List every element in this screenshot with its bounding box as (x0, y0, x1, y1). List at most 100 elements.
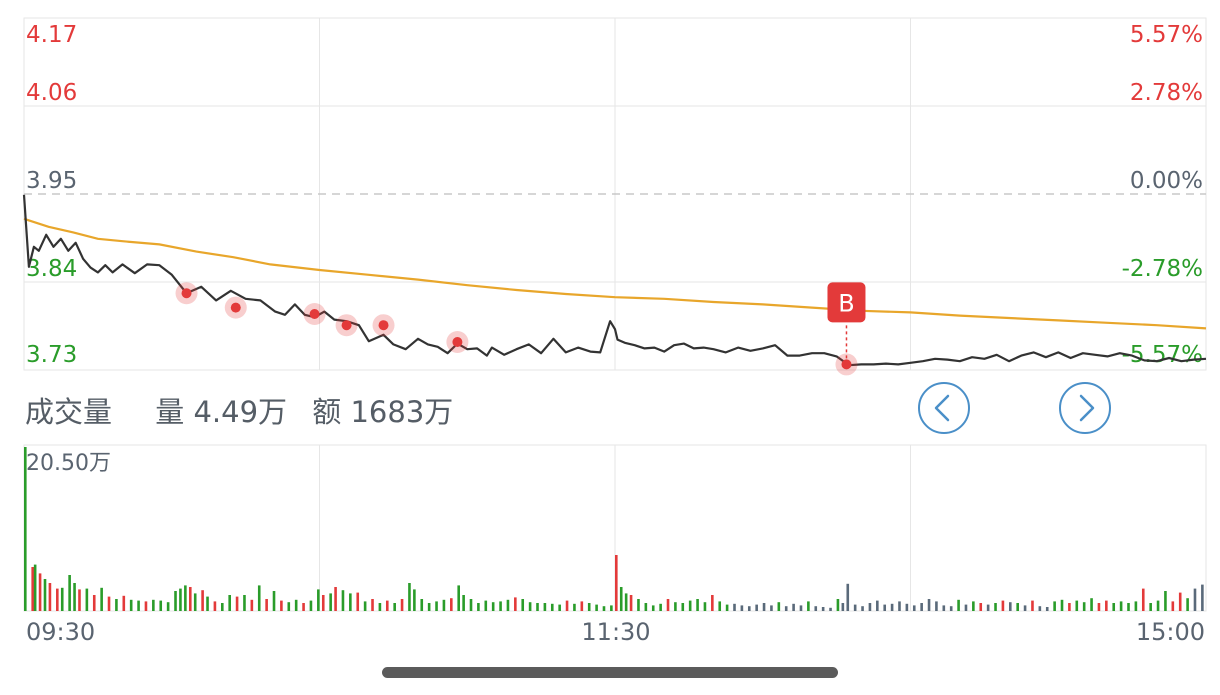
volume-value: 量 4.49万 (155, 395, 288, 429)
volume-bar (265, 599, 268, 611)
volume-bar (1068, 603, 1071, 611)
volume-bar (201, 590, 204, 611)
volume-bar (450, 598, 453, 611)
volume-bar (784, 606, 788, 611)
volume-bar (762, 603, 766, 611)
volume-bar (821, 607, 825, 611)
volume-bar (213, 601, 217, 611)
trade-marker-dot (452, 337, 463, 347)
volume-bar (491, 602, 495, 611)
volume-bar (615, 555, 618, 611)
volume-bar (129, 599, 133, 611)
volume-bar (427, 603, 431, 611)
volume-bar (595, 604, 598, 611)
volume-bar (477, 603, 480, 611)
volume-bar (957, 599, 960, 611)
volume-bar (302, 603, 305, 611)
volume-max-label: 20.50万 (26, 451, 111, 476)
volume-bar (144, 601, 148, 611)
volume-bar (33, 564, 37, 611)
volume-bar (1016, 603, 1019, 611)
volume-bar (1127, 603, 1130, 611)
volume-bar (179, 588, 182, 611)
volume-bar (1090, 598, 1093, 611)
volume-bar (580, 601, 584, 611)
volume-bar (740, 605, 744, 611)
volume-bar (949, 606, 953, 611)
volume-bar (841, 603, 845, 611)
next-button[interactable] (1059, 382, 1111, 434)
trade-marker-dot (230, 302, 241, 313)
volume-bar (558, 604, 561, 611)
volume-bar (174, 591, 177, 611)
volume-bar (543, 603, 547, 611)
price-axis-label-right: -5.57% (1122, 342, 1203, 368)
volume-bar (329, 593, 332, 611)
volume-bar (317, 589, 320, 611)
volume-bar (371, 599, 374, 611)
volume-bar (250, 599, 254, 611)
volume-bar (408, 583, 411, 611)
volume-bar (1164, 591, 1167, 611)
volume-bar (235, 596, 239, 611)
volume-bar (152, 599, 155, 611)
volume-bar (629, 595, 633, 611)
price-axis-label-right: 5.57% (1130, 22, 1203, 48)
home-indicator[interactable] (382, 667, 838, 678)
volume-bar (718, 601, 722, 611)
volume-bar (799, 605, 803, 611)
volume-bar (309, 600, 313, 611)
volume-bar (287, 602, 291, 611)
volume-bar (1141, 588, 1145, 611)
price-axis-label-right: 2.78% (1130, 80, 1203, 106)
volume-bar (1112, 603, 1116, 611)
volume-bar (1149, 603, 1152, 611)
volume-bar (1156, 600, 1160, 611)
volume-bar (92, 595, 96, 611)
volume-bar (166, 602, 170, 611)
volume-bar (257, 585, 261, 611)
volume-bar (107, 596, 111, 611)
price-axis-label-left: 3.73 (26, 342, 77, 368)
volume-bar (602, 606, 606, 611)
volume-bar (696, 599, 699, 611)
volume-bar (137, 600, 140, 611)
volume-bar (462, 595, 465, 611)
volume-bar (674, 602, 677, 611)
volume-bar (651, 605, 655, 611)
volume-bar (68, 575, 71, 611)
volume-bar (499, 601, 502, 611)
volume-bar (610, 605, 613, 611)
volume-bar (964, 604, 968, 611)
volume-bar (711, 595, 714, 611)
price-axis-label-left: 3.84 (26, 256, 77, 282)
time-axis-label: 15:00 (1136, 618, 1205, 646)
volume-bar (228, 595, 231, 611)
amount-value: 额 1683万 (312, 395, 454, 429)
prev-button[interactable] (918, 382, 970, 434)
volume-bar (836, 599, 840, 611)
volume-bar (1075, 600, 1079, 611)
price-axis-label-right: -2.78% (1122, 256, 1203, 282)
volume-bar (1134, 601, 1138, 611)
volume-bar (349, 593, 352, 611)
volume-bar (38, 573, 42, 611)
volume-bar (807, 601, 810, 611)
volume-bar (115, 599, 118, 611)
volume-bar (1178, 592, 1182, 611)
volume-bar (747, 606, 751, 611)
volume-bar (1105, 600, 1108, 611)
volume-bar (243, 595, 246, 611)
volume-bar (469, 599, 473, 611)
volume-bar (221, 603, 224, 611)
volume-bar (1053, 601, 1056, 611)
volume-bar (927, 599, 931, 611)
volume-bar (514, 597, 517, 611)
time-axis-label: 09:30 (26, 618, 95, 646)
price-axis-label-left: 4.17 (26, 22, 77, 48)
volume-bar (681, 603, 685, 611)
volume-bar (393, 603, 396, 611)
volume-bar (43, 579, 47, 611)
volume-bar (624, 593, 628, 611)
volume-bar (890, 603, 894, 611)
